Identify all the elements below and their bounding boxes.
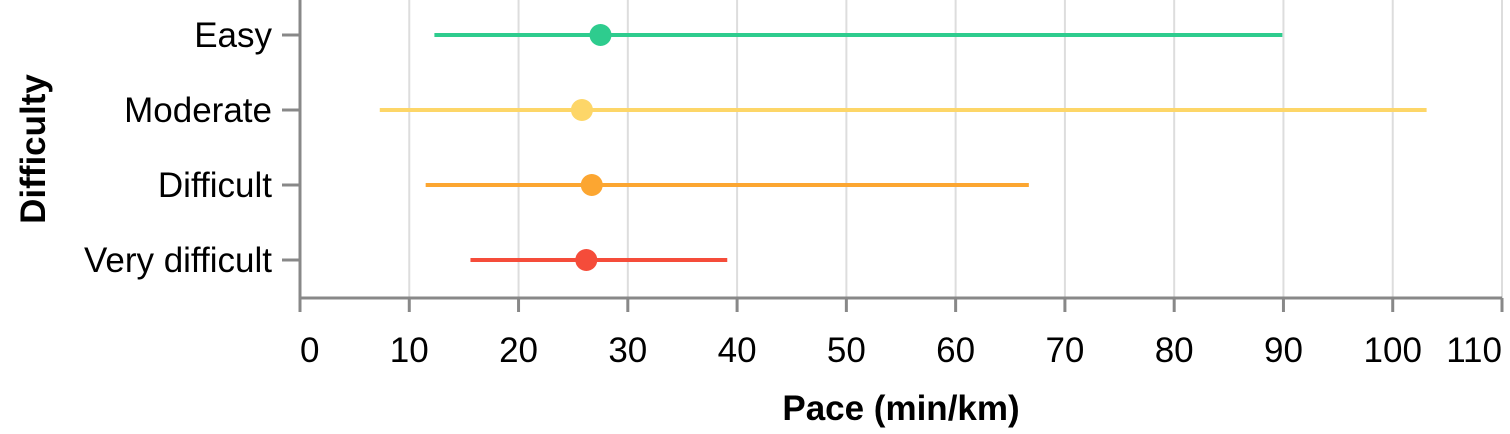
y-tick-label: Moderate bbox=[124, 91, 272, 130]
axes bbox=[298, 0, 1502, 300]
x-tick-label: 10 bbox=[390, 331, 429, 370]
error-bars bbox=[379, 24, 1427, 271]
x-tick-label: 0 bbox=[300, 331, 319, 370]
x-tick-label: 80 bbox=[1155, 331, 1194, 370]
x-tick-label: 90 bbox=[1264, 331, 1303, 370]
median-point-easy bbox=[589, 24, 612, 46]
x-tick-label: 30 bbox=[608, 331, 647, 370]
x-tick-label: 60 bbox=[936, 331, 975, 370]
x-tick-label: 100 bbox=[1364, 331, 1422, 370]
y-tick-label: Difficult bbox=[158, 166, 272, 205]
plot-area bbox=[300, 0, 1502, 298]
y-tick-label: Easy bbox=[194, 16, 272, 55]
median-point-difficult bbox=[580, 174, 603, 196]
median-point-moderate bbox=[570, 99, 593, 121]
x-axis-ticks: 0 10 20 30 40 50 60 70 80 90 100 110 bbox=[298, 298, 1504, 370]
y-tick-label: Very difficult bbox=[84, 241, 272, 280]
x-tick-label: 70 bbox=[1045, 331, 1084, 370]
x-tick-label: 50 bbox=[827, 331, 866, 370]
y-axis-title: Difficulty bbox=[14, 74, 53, 224]
median-point-very-difficult bbox=[575, 249, 598, 271]
x-tick-label: 20 bbox=[499, 331, 538, 370]
y-axis-ticks: Easy Moderate Difficult Very difficult bbox=[84, 16, 300, 280]
x-axis-title: Pace (min/km) bbox=[782, 389, 1019, 428]
x-tick-label: 110 bbox=[1446, 331, 1502, 370]
x-tick-label: 40 bbox=[718, 331, 757, 370]
gridlines bbox=[408, 0, 1503, 298]
